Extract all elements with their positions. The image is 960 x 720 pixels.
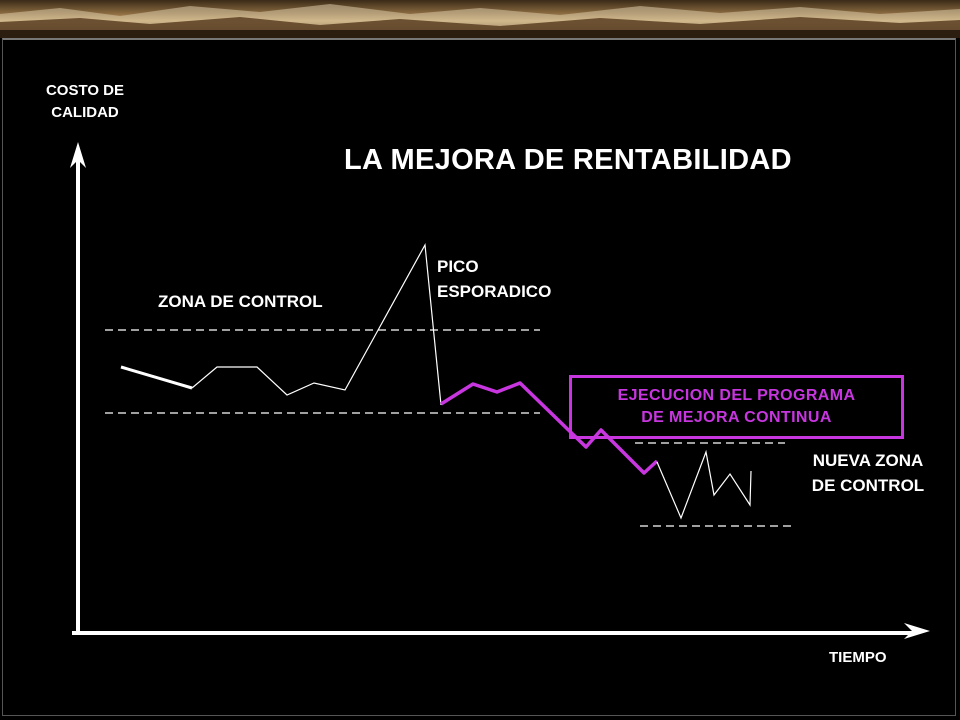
slide-frame bbox=[2, 38, 956, 716]
improvement-program-box: EJECUCION DEL PROGRAMA DE MEJORA CONTINUA bbox=[569, 375, 904, 439]
new-control-zone-label: NUEVA ZONA DE CONTROL bbox=[811, 451, 925, 495]
main-title: LA MEJORA DE RENTABILIDAD bbox=[344, 144, 792, 176]
improvement-program-label: EJECUCION DEL PROGRAMA DE MEJORA CONTINUA bbox=[617, 387, 856, 426]
top-banner-image bbox=[0, 0, 960, 38]
sporadic-peak-label: PICO ESPORADICO bbox=[437, 257, 552, 301]
y-axis-label: COSTO DE CALIDAD bbox=[45, 82, 125, 121]
improvement-line bbox=[440, 381, 659, 475]
x-axis-label: TIEMPO bbox=[829, 649, 887, 666]
x-axis-arrow bbox=[904, 623, 930, 639]
cost-line-new-zone bbox=[656, 449, 752, 520]
y-axis-arrow bbox=[70, 142, 86, 168]
cost-line-control-zone bbox=[191, 243, 442, 406]
cost-line-start bbox=[120, 365, 193, 390]
control-zone-label: ZONA DE CONTROL bbox=[158, 292, 323, 311]
